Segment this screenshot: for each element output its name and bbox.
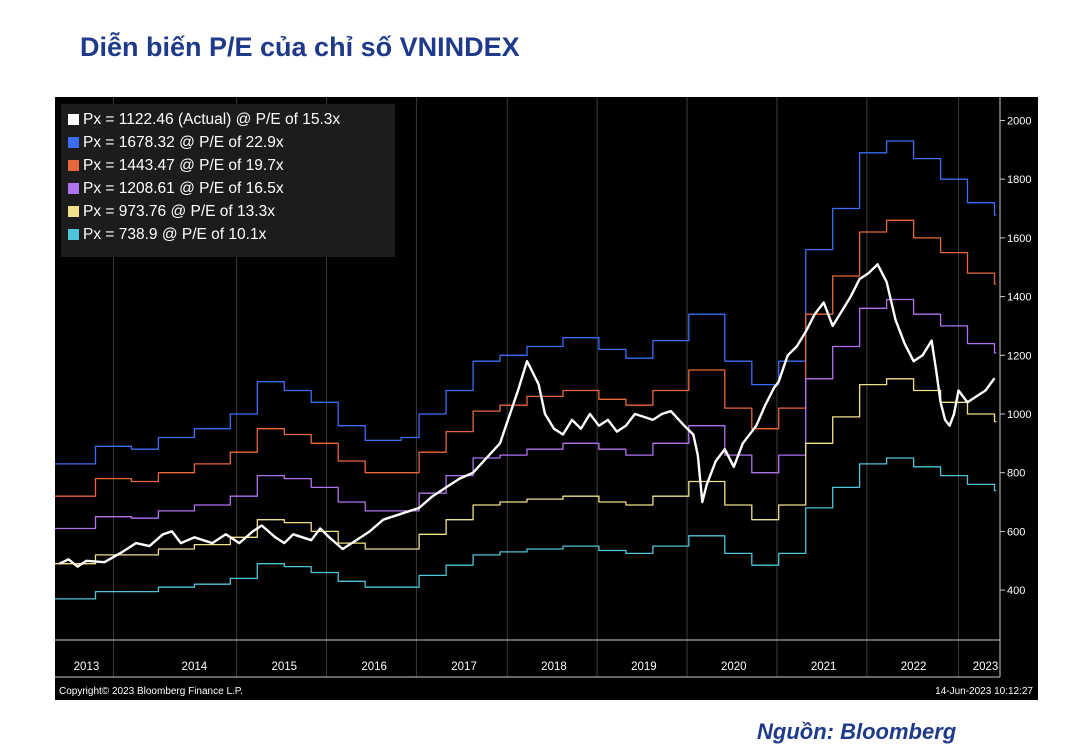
y-tick-label-2000: 2000 (1007, 115, 1031, 127)
series-line-0 (58, 263, 996, 568)
legend-label-3: Px = 1208.61 @ P/E of 16.5x (83, 180, 284, 197)
legend-label-1: Px = 1678.32 @ P/E of 22.9x (83, 134, 284, 151)
y-tick-label-1600: 1600 (1007, 233, 1031, 245)
series-line-4 (55, 378, 997, 565)
x-tick-label-2016: 2016 (361, 661, 387, 673)
x-tick-label-2021: 2021 (811, 661, 837, 673)
x-tick-label-2019: 2019 (631, 661, 657, 673)
y-tick-label-600: 600 (1007, 526, 1025, 538)
copyright-label: Copyright© 2023 Bloomberg Finance L.P. (59, 686, 243, 697)
x-tick-label-2015: 2015 (271, 661, 297, 673)
timestamp-label: 14-Jun-2023 10:12:27 (935, 686, 1033, 697)
y-tick-label-1200: 1200 (1007, 350, 1031, 362)
legend-box (61, 104, 395, 257)
legend-label-0: Px = 1122.46 (Actual) @ P/E of 15.3x (83, 111, 340, 128)
x-tick-label-2017: 2017 (451, 661, 477, 673)
x-tick-label-2014: 2014 (182, 661, 208, 673)
page-title: Diễn biến P/E của chỉ số VNINDEX (80, 32, 520, 62)
legend-swatch-5 (68, 229, 79, 240)
y-tick-label-1800: 1800 (1007, 174, 1031, 186)
series-line-2 (55, 219, 997, 497)
x-tick-label-2022: 2022 (901, 661, 927, 673)
legend-label-2: Px = 1443.47 @ P/E of 19.7x (83, 157, 284, 174)
y-axis: 400 600 800 1000 1200 1400 1600 1800 2000 (999, 97, 1031, 677)
y-tick-label-1400: 1400 (1007, 292, 1031, 304)
x-tick-label-2018: 2018 (541, 661, 567, 673)
legend: Px = 1122.46 (Actual) @ P/E of 15.3x Px =… (61, 104, 395, 257)
y-tick-label-1000: 1000 (1007, 409, 1031, 421)
legend-swatch-4 (68, 206, 79, 217)
legend-swatch-1 (68, 137, 79, 148)
legend-label-5: Px = 738.9 @ P/E of 10.1x (83, 226, 267, 243)
series-line-1 (55, 140, 997, 465)
series-line-5 (55, 457, 997, 600)
x-tick-label-2020: 2020 (721, 661, 747, 673)
x-tick-label-2013: 2013 (74, 661, 100, 673)
legend-swatch-3 (68, 183, 79, 194)
series-line-3 (55, 298, 997, 530)
legend-label-4: Px = 973.76 @ P/E of 13.3x (83, 203, 275, 220)
x-tick-label-2023: 2023 (973, 661, 999, 673)
source-note: Nguồn: Bloomberg (757, 719, 957, 744)
legend-swatch-0 (68, 114, 79, 125)
x-axis: 2013 2014 2015 2016 2017 2018 2019 2020 2021 2022… (55, 639, 1000, 678)
chart-container: 400 600 800 1000 1200 1400 1600 1800 2000 2013 20… (55, 97, 1038, 700)
legend-swatch-2 (68, 160, 79, 171)
y-tick-label-800: 800 (1007, 468, 1025, 480)
series-lines (55, 140, 997, 600)
y-tick-label-400: 400 (1007, 585, 1025, 597)
